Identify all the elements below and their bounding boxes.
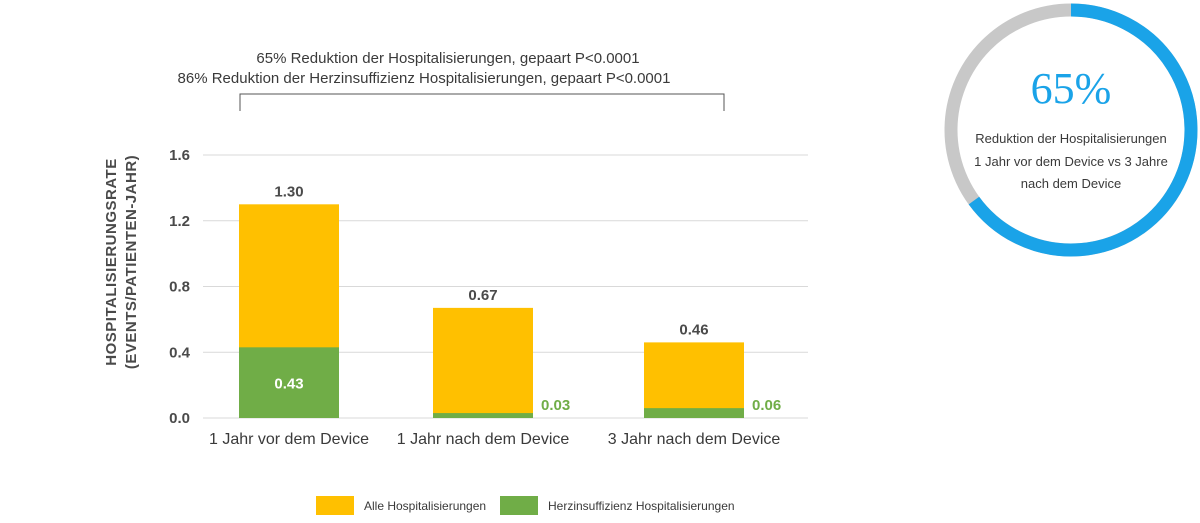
bar-all-hospitalizations [644,342,744,418]
x-axis-categories: 1 Jahr vor dem Device 1 Jahr nach dem Dev… [209,431,780,448]
data-label-heart-failure: 0.03 [541,397,570,414]
y-axis-title-line-2: (EVENTS/PATIENTEN-JAHR) [123,155,140,369]
legend-label: Alle Hospitalisierungen [364,499,486,513]
callout-percent: 65% [1031,64,1112,113]
y-axis-title-line-1: HOSPITALISIERUNGSRATE [103,158,120,365]
annotation-line-2: 86% Reduktion der Herzinsuffizienz Hospi… [178,70,671,87]
ring-progress [968,3,1198,257]
significance-annotation: 65% Reduktion der Hospitalisierungen, ge… [178,50,725,111]
bars: 1.30 0.43 0.67 0.03 0.46 0.06 [239,183,781,418]
callout-text-line-3: nach dem Device [1021,176,1121,191]
legend: Alle Hospitalisierungen Herzinsuffizienz … [316,496,735,515]
x-category-label: 1 Jahr vor dem Device [209,431,369,448]
x-category-label: 1 Jahr nach dem Device [397,431,570,448]
y-tick-label: 1.2 [169,213,190,230]
x-category-label: 3 Jahr nach dem Device [608,431,781,448]
data-label-all: 0.46 [679,321,708,338]
y-axis-title: HOSPITALISIERUNGSRATE (EVENTS/PATIENTEN-… [103,155,140,369]
bar-heart-failure-hospitalizations [239,347,339,418]
y-tick-label: 0.4 [169,344,191,361]
legend-swatch [500,496,538,515]
bar-heart-failure-hospitalizations [433,413,533,418]
data-label-all: 1.30 [274,183,303,200]
legend-label: Herzinsuffizienz Hospitalisierungen [548,499,735,513]
annotation-line-1: 65% Reduktion der Hospitalisierungen, ge… [256,50,639,67]
y-tick-label: 0.0 [169,410,190,427]
data-label-all: 0.67 [468,287,497,304]
y-tick-label: 1.6 [169,147,190,164]
bar-all-hospitalizations [433,307,533,418]
legend-swatch [316,496,354,515]
bar-heart-failure-hospitalizations [644,408,744,418]
significance-bracket [239,93,725,111]
callout-text-line-2: 1 Jahr vor dem Device vs 3 Jahre [974,154,1168,169]
y-tick-label: 0.8 [169,279,190,296]
callout-text-line-1: Reduktion der Hospitalisierungen [975,131,1167,146]
data-label-heart-failure: 0.06 [752,397,781,414]
y-axis-ticks: 0.0 0.4 0.8 1.2 1.6 [169,147,191,427]
data-label-heart-failure: 0.43 [274,376,303,393]
callout-ring: 65% Reduktion der Hospitalisierungen 1 J… [944,3,1198,257]
